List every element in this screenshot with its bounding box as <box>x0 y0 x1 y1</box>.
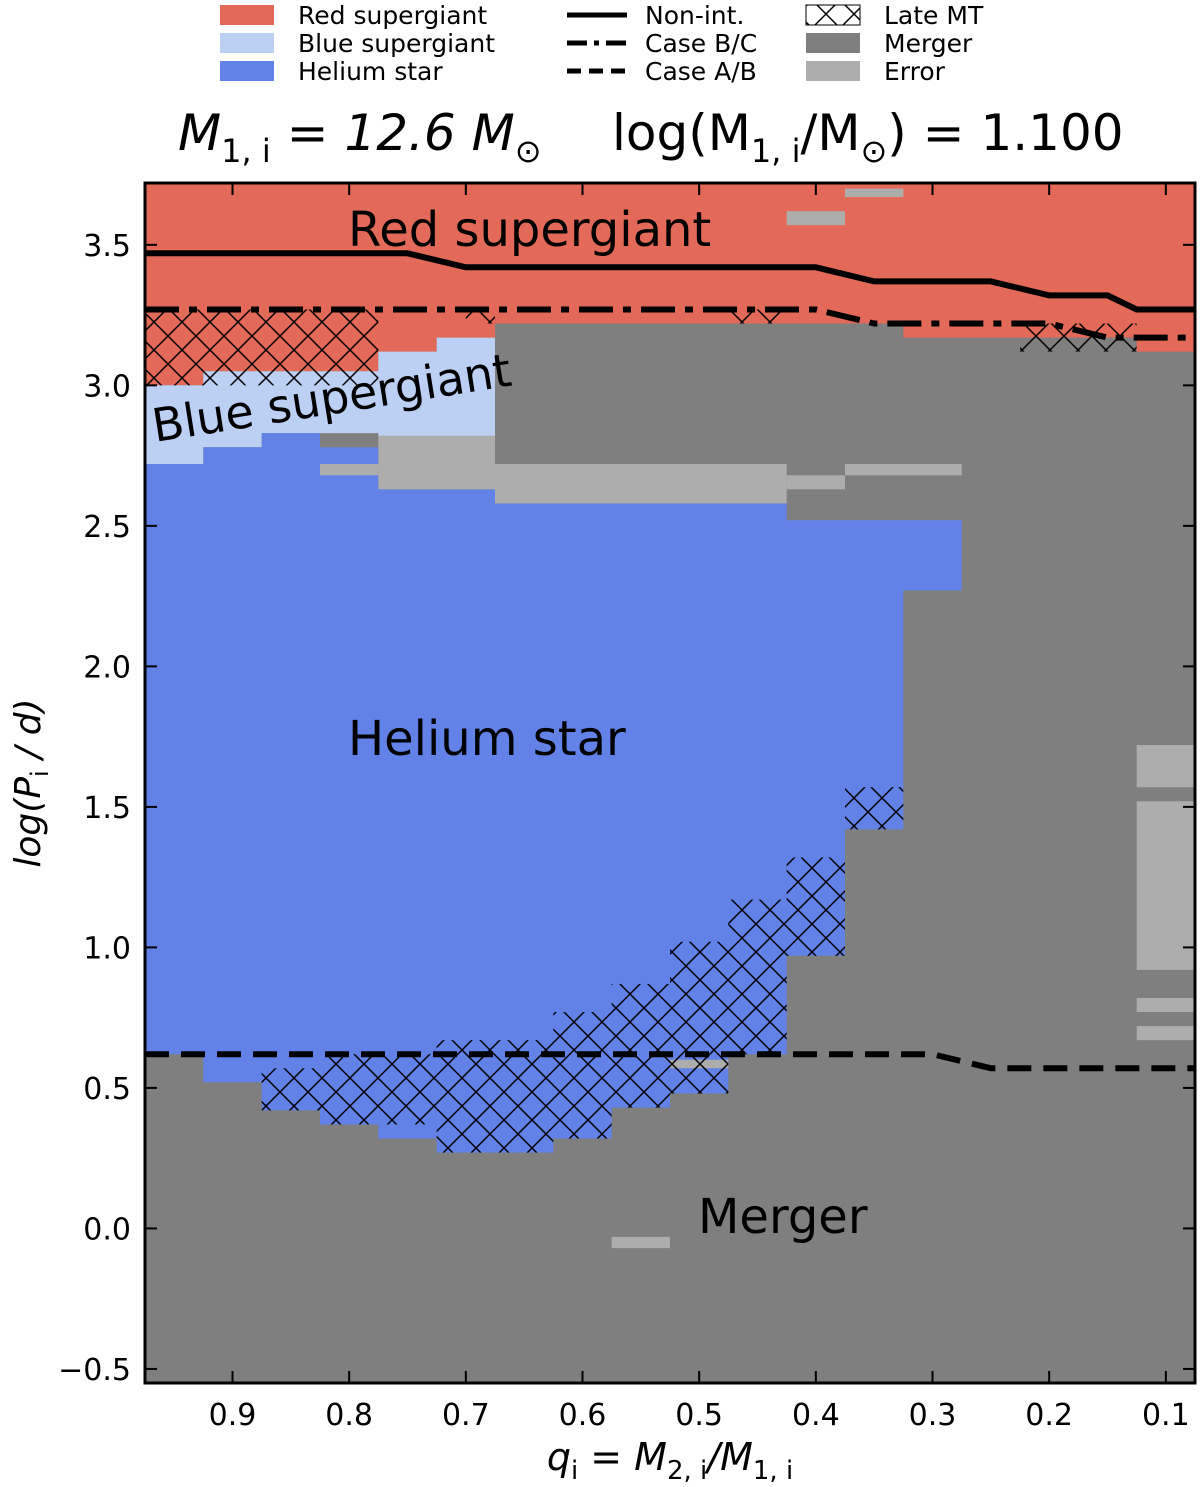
error-cell <box>611 1236 670 1249</box>
y-tick-label: 2.0 <box>83 650 131 685</box>
legend-swatch-blue-supergiant <box>220 33 274 53</box>
svg-text:M1, i = 12.6 M⊙: M1, i = 12.6 M⊙ <box>178 104 542 170</box>
boundary-dashed <box>145 1051 1195 1072</box>
y-tick-label: 2.5 <box>83 510 131 545</box>
x-label-slash: /M <box>704 1435 753 1479</box>
boundary-dashdot <box>145 306 1195 341</box>
x-label-m2-subscript: 2, i <box>667 1456 707 1486</box>
x-tick-label: 0.5 <box>675 1398 723 1433</box>
y-tick-label: 3.5 <box>83 229 131 264</box>
x-label-m1-subscript: 1, i <box>753 1456 793 1486</box>
legend-swatch-error <box>806 61 860 81</box>
chart-title: M1, i = 12.6 M⊙ log(M1, i/M⊙) = 1.100 <box>178 104 1124 170</box>
x-label-q: q <box>547 1435 571 1479</box>
legend-swatch-late-mt <box>805 4 861 26</box>
late-mt-hatches <box>145 309 1137 1153</box>
y-axis-ticks: −0.5 0.0 0.5 1.0 1.5 2.0 2.5 3.0 3.5 <box>58 229 1195 1388</box>
plot-area <box>145 183 1195 1383</box>
boundary-lines <box>145 250 1195 1072</box>
legend-swatch-red-supergiant <box>220 5 274 25</box>
error-cell <box>786 475 845 490</box>
title-log-sun: ⊙ <box>860 132 887 170</box>
error-cell <box>786 211 845 226</box>
region-red <box>145 183 1195 386</box>
x-tick-label: 0.4 <box>792 1398 840 1433</box>
error-cell <box>495 464 787 504</box>
title-log-subscript: 1, i <box>751 132 801 170</box>
x-tick-label: 0.6 <box>559 1398 607 1433</box>
y-label-subscript: i <box>26 770 54 777</box>
late-mt-hatch-cell <box>611 983 670 1108</box>
y-label-prefix: log(P <box>8 777 49 868</box>
y-tick-label: 0.5 <box>83 1072 131 1107</box>
region-label-helium-star: Helium star <box>348 711 626 767</box>
error-cell <box>1136 745 1195 788</box>
y-label-suffix: / d) <box>8 698 49 770</box>
legend: Red supergiant Blue supergiant Helium st… <box>220 1 984 86</box>
x-tick-label: 0.9 <box>209 1398 257 1433</box>
region-label-red-supergiant: Red supergiant <box>348 202 711 258</box>
error-cell <box>1136 801 1195 970</box>
legend-label-non-int: Non-int. <box>645 1 744 30</box>
legend-label-blue-supergiant: Blue supergiant <box>298 29 495 58</box>
y-tick-label: 1.0 <box>83 931 131 966</box>
error-cell <box>378 435 495 490</box>
x-tick-label: 0.3 <box>909 1398 957 1433</box>
legend-swatch-merger <box>806 33 860 53</box>
y-tick-label: 0.0 <box>83 1212 131 1247</box>
title-log-slash: /M <box>800 104 860 162</box>
legend-swatch-helium-star <box>220 61 274 81</box>
error-cell <box>1136 1026 1195 1041</box>
late-mt-hatch-cell <box>436 1040 554 1153</box>
late-mt-hatch-cell <box>845 787 904 830</box>
title-m-subscript: 1, i <box>221 132 271 170</box>
x-axis-ticks: 0.9 0.8 0.7 0.6 0.5 0.4 0.3 0.2 0.1 <box>209 183 1190 1433</box>
x-tick-label: 0.1 <box>1142 1398 1190 1433</box>
y-tick-label: 3.0 <box>83 369 131 404</box>
boundary-solid <box>145 250 1195 313</box>
title-m-symbol: M <box>178 104 221 162</box>
y-tick-label: 1.5 <box>83 791 131 826</box>
late-mt-hatch-cell <box>553 1012 612 1139</box>
late-mt-hatch-cell <box>728 899 787 1055</box>
late-mt-hatch-cell <box>320 1054 437 1125</box>
title-mass-value: = 12.6 M <box>271 104 515 162</box>
title-log-prefix: log(M <box>612 104 751 162</box>
legend-label-late-mt: Late MT <box>884 1 984 30</box>
late-mt-hatch-cell <box>728 309 787 324</box>
legend-label-merger: Merger <box>884 29 973 58</box>
legend-label-case-bc: Case B/C <box>645 29 757 58</box>
late-mt-hatch-cell <box>786 857 845 956</box>
error-cell <box>845 464 962 476</box>
plot-frame <box>143 181 1197 1385</box>
title-log-value: ) = 1.100 <box>887 104 1123 162</box>
legend-label-helium-star: Helium star <box>298 57 443 86</box>
x-tick-label: 0.8 <box>325 1398 373 1433</box>
x-axis-label: qi = M2, i/M1, i <box>547 1435 793 1486</box>
legend-label-red-supergiant: Red supergiant <box>298 1 487 30</box>
y-axis-label: log(Pi / d) <box>8 698 54 867</box>
x-tick-label: 0.7 <box>442 1398 490 1433</box>
region-blue <box>145 323 495 464</box>
title-sun-symbol: ⊙ <box>515 132 542 170</box>
legend-label-error: Error <box>884 57 946 86</box>
late-mt-hatch-cell <box>465 309 495 324</box>
error-cell <box>845 188 904 198</box>
x-tick-label: 0.2 <box>1025 1398 1073 1433</box>
late-mt-hatch-cell <box>261 1068 320 1111</box>
x-label-eq: = M <box>578 1435 667 1479</box>
error-cell <box>1136 997 1195 1013</box>
y-tick-label: −0.5 <box>58 1353 131 1388</box>
region-label-merger: Merger <box>698 1189 868 1245</box>
svg-text:log(M1, i/M⊙) = 1.100: log(M1, i/M⊙) = 1.100 <box>612 104 1124 170</box>
late-mt-hatch-cell <box>145 309 379 386</box>
late-mt-hatch-cell <box>670 941 729 1094</box>
legend-label-case-ab: Case A/B <box>645 57 757 86</box>
error-cell <box>320 464 379 476</box>
x-label-q-subscript: i <box>571 1456 578 1486</box>
